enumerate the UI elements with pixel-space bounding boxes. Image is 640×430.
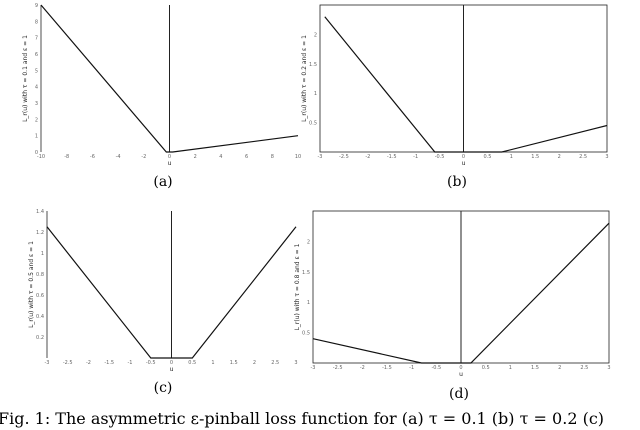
y-tick-label: 1.2 [36,230,44,236]
panel-label: (c) [154,380,173,396]
y-tick-label: 1.5 [309,62,317,68]
x-tick-label: -2.5 [333,365,343,371]
x-tick-label: -0.5 [431,365,441,371]
x-tick-label: 3 [607,365,610,371]
x-tick-label: 1.5 [230,360,238,366]
x-tick-label: 2 [194,154,197,160]
y-tick-label: 0.5 [302,331,310,337]
y-tick-label: 8 [35,19,38,25]
x-tick-label: -1.5 [382,365,392,371]
x-tick-label: -1.5 [387,154,397,160]
x-tick-label: 0 [168,154,171,160]
y-tick-label: 0 [35,150,38,156]
x-tick-label: -1 [413,154,418,160]
chart-panel-3: -3 -2.5 -2 -1.5 -1 -0.5 0 0.5 1 1.5 2 2.5 3 0.2 0.4 0.6… [28,209,298,396]
y-tick-label: 2 [307,239,310,245]
x-tick-label: -2 [86,360,91,366]
y-tick-label: 4 [35,85,38,91]
x-tick-label: 8 [271,154,274,160]
x-tick-label: -0.5 [146,360,156,366]
y-axis-label: L_r(u) with τ = 0.1 and ε = 1 [22,35,29,122]
y-tick-label: 1 [314,91,317,97]
x-tick-label: 0 [459,365,462,371]
y-tick-label: 0.4 [36,314,44,320]
y-tick-label: 1 [35,134,38,140]
x-tick-label: 3 [294,360,297,366]
x-tick-label: 2 [253,360,256,366]
y-axis-label: L_r(u) with τ = 0.8 and ε = 1 [294,243,301,330]
x-axis-label: u [462,160,466,167]
x-tick-label: 6 [245,154,248,160]
x-tick-label: 2 [558,154,561,160]
figure-caption: Fig. 1: The asymmetric ε-pinball loss fu… [0,409,604,428]
x-tick-label: -1 [128,360,133,366]
loss-line [46,226,297,359]
y-tick-label: 0.8 [36,272,44,278]
y-tick-label: 6 [35,52,38,58]
y-tick-label: 1 [307,300,310,306]
x-tick-label: 2.5 [580,365,588,371]
loss-line [324,16,608,153]
loss-line [40,4,299,153]
x-tick-label: -1 [409,365,414,371]
x-tick-label: -3 [311,365,316,371]
chart-panel-1: -10 -8 -6 -4 -2 0 2 4 6 8 10 0 1 2 3 4 5 6 7 8 9 u L_r(u) with… [22,3,301,190]
x-tick-label: 0 [170,360,173,366]
x-tick-label: 1.5 [531,365,539,371]
x-tick-label: 1.5 [531,154,539,160]
y-tick-label: 2 [35,117,38,123]
x-tick-label: -2.5 [63,360,73,366]
panel-label: (a) [153,174,172,190]
x-tick-label: 2 [558,365,561,371]
x-tick-label: -0.5 [435,154,445,160]
y-tick-label: 1.4 [36,209,44,215]
panel-label: (d) [449,386,469,402]
x-tick-label: -1.5 [104,360,114,366]
x-tick-label: -6 [90,154,95,160]
x-tick-label: 3 [605,154,608,160]
x-axis-label: u [168,160,172,167]
y-tick-label: 0.2 [36,335,44,341]
x-tick-label: 1 [509,365,512,371]
x-tick-label: 1 [211,360,214,366]
x-tick-label: -2 [360,365,365,371]
chart-panel-4: -3 -2.5 -2 -1.5 -1 -0.5 0 0.5 1 1.5 2 2.5 3 0.5 1 1.5 2 u… [294,210,611,402]
y-tick-label: 1.5 [302,270,310,276]
y-tick-label: 3 [35,101,38,107]
x-tick-label: -3 [45,360,50,366]
x-axis-label: u [170,366,174,373]
chart-panel-2: -3 -2.5 -2 -1.5 -1 -0.5 0 0.5 1 1.5 2 2.5 3 0.5 1 1.5 2 u… [301,4,609,190]
x-axis-label: u [459,371,463,378]
x-tick-label: 0 [462,154,465,160]
y-axis-label: L_r(u) with τ = 0.2 and ε = 1 [301,35,308,122]
y-tick-label: 7 [35,36,38,42]
y-axis-label: L_r(u) with τ = 0.5 and ε = 1 [28,241,35,328]
x-tick-label: -2 [365,154,370,160]
y-tick-label: 0.5 [309,121,317,127]
x-tick-label: -4 [116,154,121,160]
y-tick-label: 2 [314,32,317,38]
x-tick-label: 2.5 [271,360,279,366]
y-tick-label: 1 [41,251,44,257]
x-tick-label: 2.5 [579,154,587,160]
x-tick-label: -2.5 [339,154,349,160]
x-tick-label: 0.5 [482,365,490,371]
panel-label: (b) [447,174,467,190]
loss-line [312,222,610,364]
x-tick-label: -10 [37,154,45,160]
y-tick-label: 9 [35,3,38,9]
x-tick-label: 1 [510,154,513,160]
x-tick-label: 10 [295,154,301,160]
x-tick-label: -8 [64,154,69,160]
x-tick-label: -2 [141,154,146,160]
x-tick-label: 0.5 [188,360,196,366]
x-tick-label: 4 [219,154,222,160]
y-tick-label: 5 [35,68,38,74]
y-tick-label: 0.6 [36,293,44,299]
x-tick-label: -3 [318,154,323,160]
x-tick-label: 0.5 [483,154,491,160]
